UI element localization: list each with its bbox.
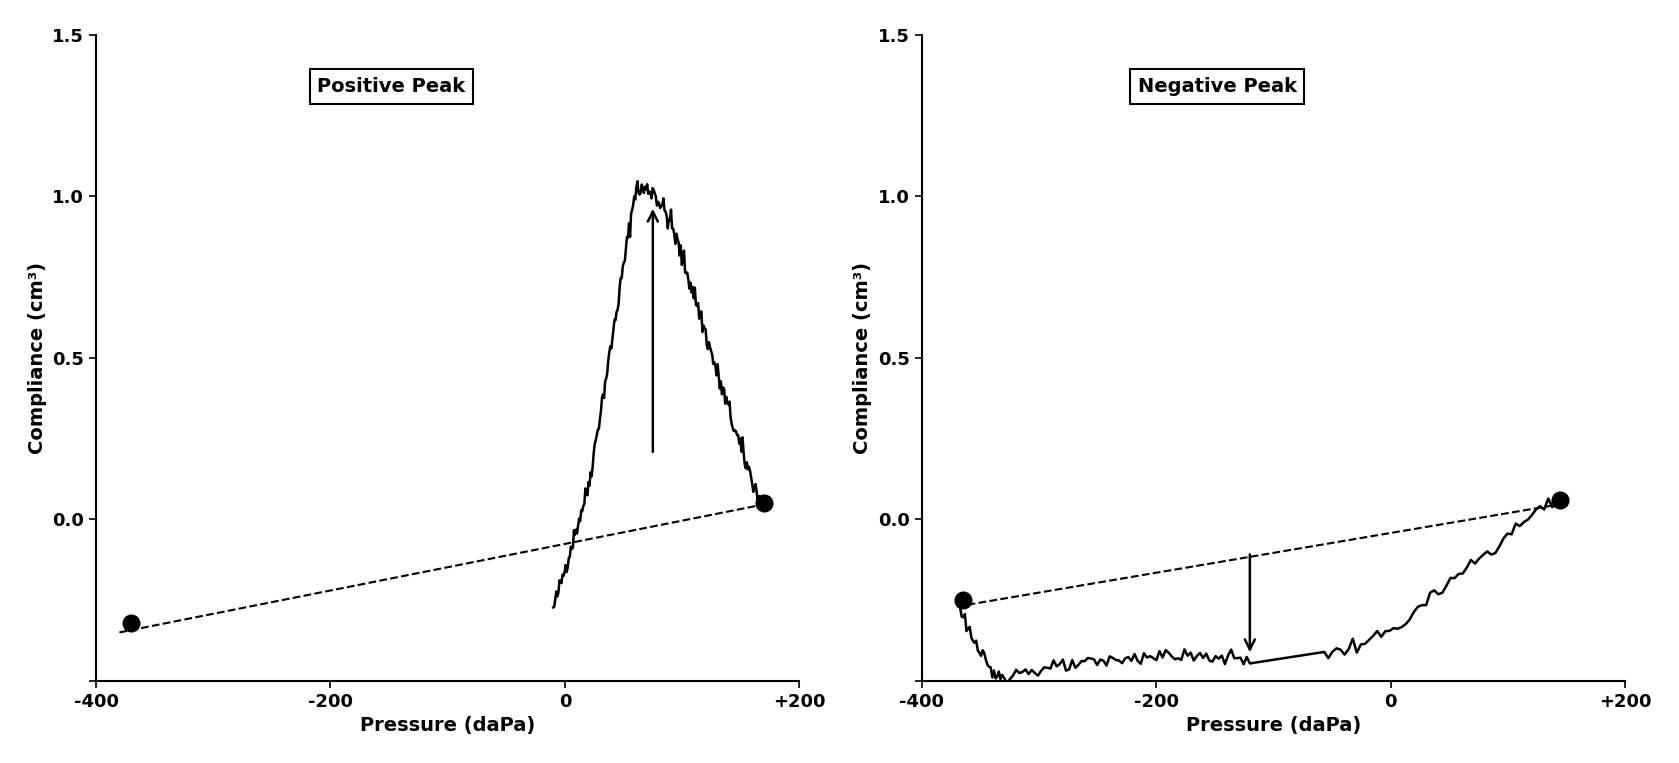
Text: Positive Peak: Positive Peak <box>317 77 465 96</box>
Y-axis label: Compliance (cm³): Compliance (cm³) <box>853 262 873 454</box>
Y-axis label: Compliance (cm³): Compliance (cm³) <box>29 262 47 454</box>
X-axis label: Pressure (daPa): Pressure (daPa) <box>359 716 536 736</box>
Text: Negative Peak: Negative Peak <box>1138 77 1296 96</box>
X-axis label: Pressure (daPa): Pressure (daPa) <box>1185 716 1362 736</box>
